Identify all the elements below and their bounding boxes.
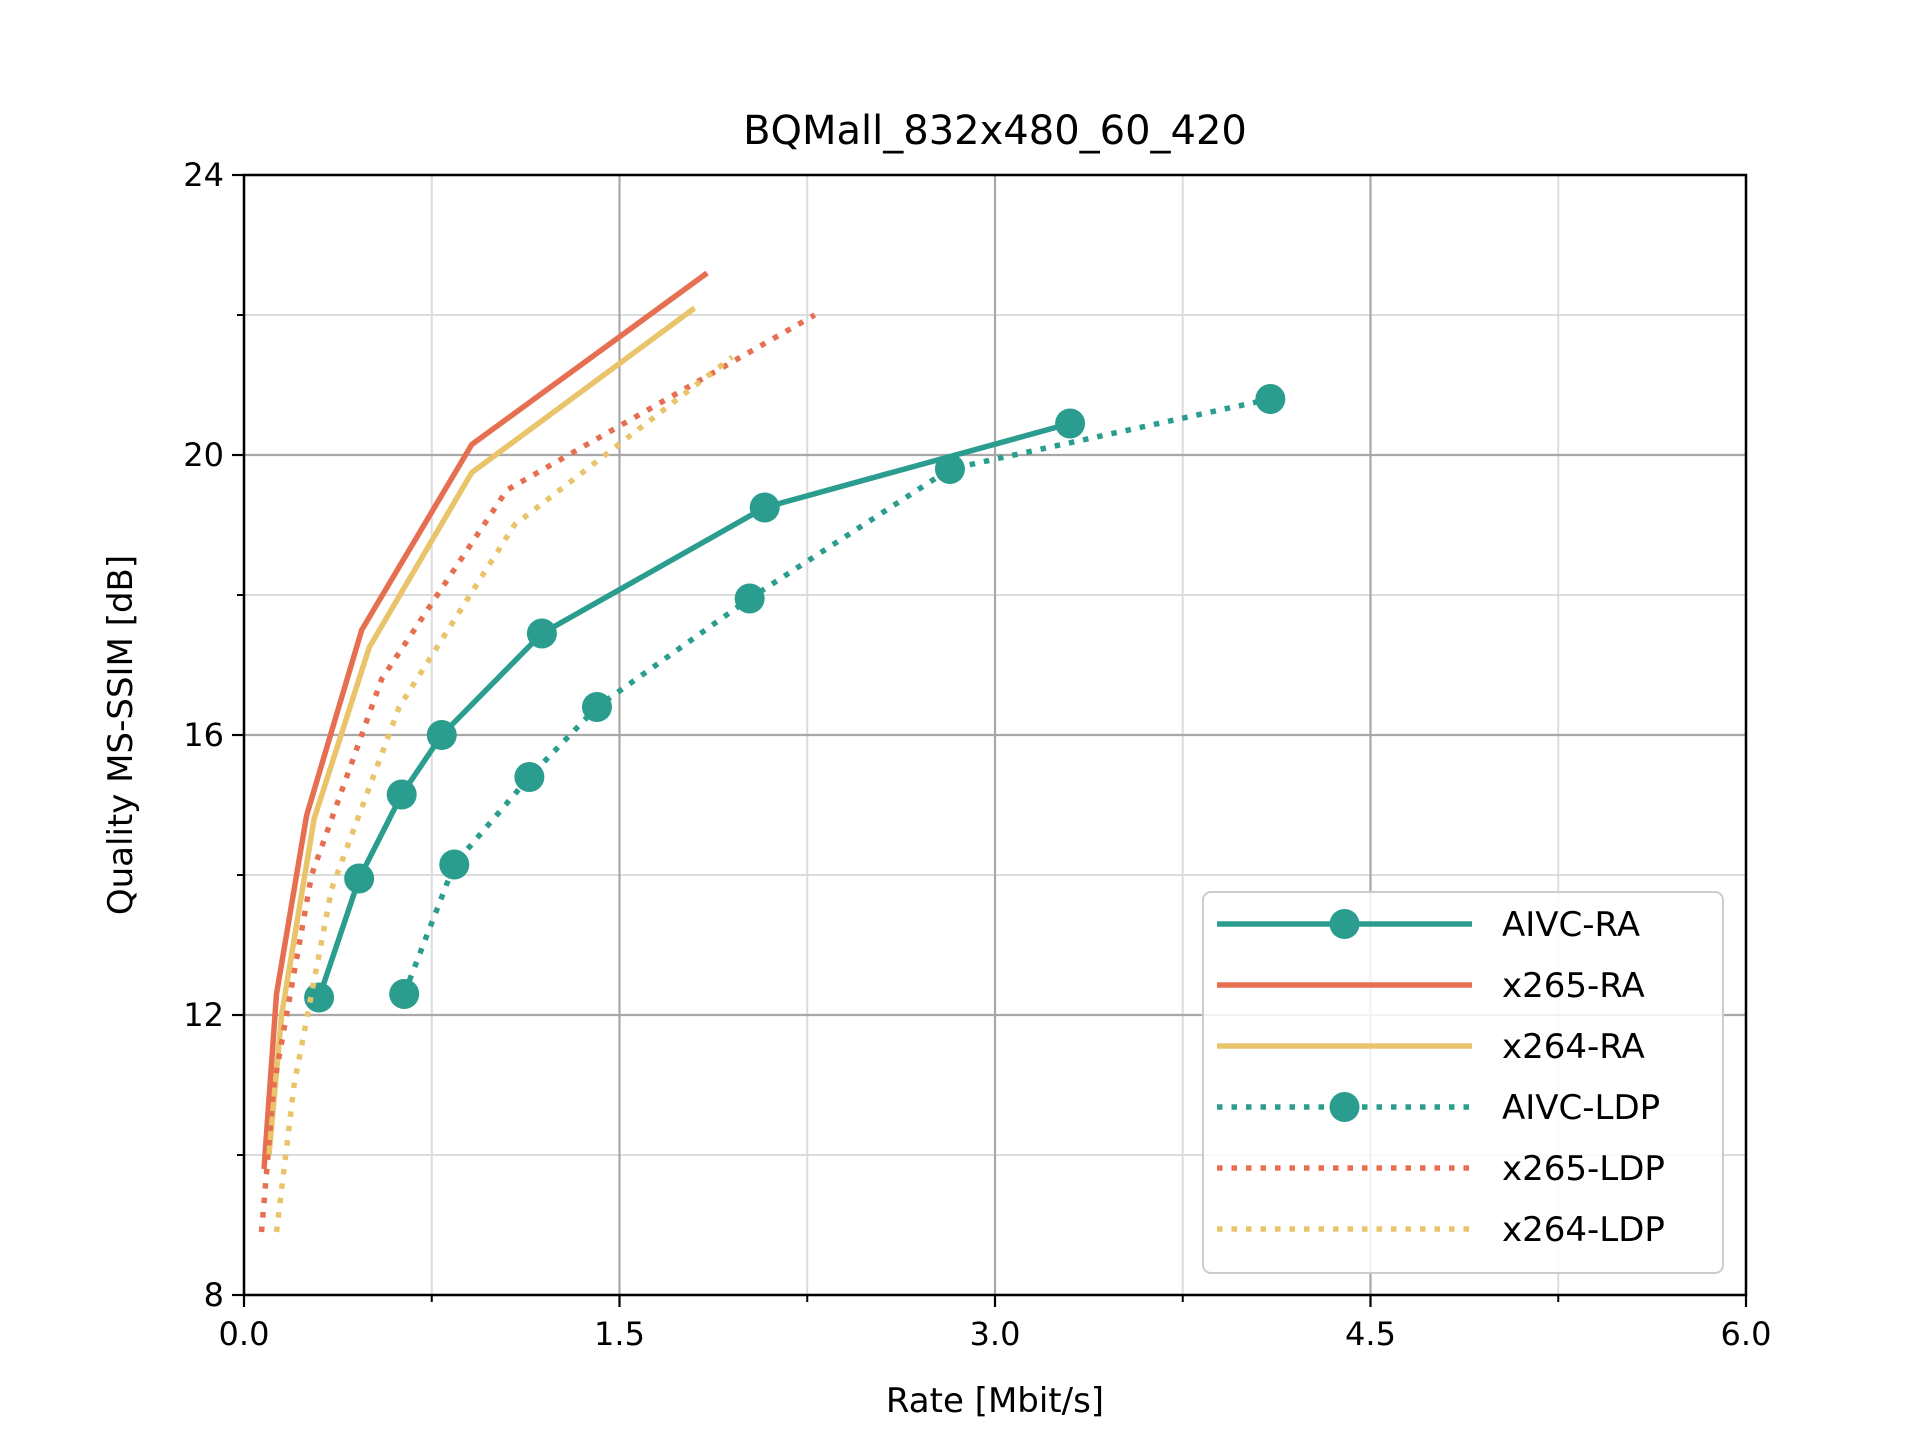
data-point [389,979,420,1009]
x-tick-label: 3.0 [970,1315,1021,1353]
series-line [266,305,697,1156]
series-line [261,270,709,1170]
x-tick-label: 4.5 [1345,1315,1396,1353]
series-x264-ra [266,305,697,1156]
legend-marker [1329,909,1360,939]
legend: AIVC-RA x265-RA x264-RA AIVC-LDP x265-LDP x26… [1202,891,1724,1274]
legend-entry-x265-ldp: x265-LDP [1217,1149,1665,1189]
legend-entry-x264-ra: x264-RA [1217,1027,1645,1067]
data-point [734,583,765,614]
data-point [934,454,965,484]
series-layer [258,270,1286,1233]
data-point [426,720,457,750]
legend-entry-aivc-ra: AIVC-RA [1217,905,1640,945]
y-tick-label: 8 [204,1276,224,1314]
series-aivc-ra [304,408,1086,1013]
series-aivc-ldp [389,384,1286,1009]
data-point [514,762,545,792]
y-tick-label: 24 [183,156,224,194]
legend-label: x265-LDP [1502,1149,1665,1189]
legend-label: AIVC-RA [1502,905,1640,945]
legend-entry-x264-ldp: x264-LDP [1217,1210,1665,1250]
data-point [344,863,375,894]
x-tick-label: 1.5 [594,1315,645,1353]
x-tick-label: 0.0 [219,1315,270,1353]
x-axis-label: Rate [Mbit/s] [886,1381,1104,1421]
series-line [258,312,817,1233]
y-tick-label: 12 [183,996,224,1034]
series-x265-ra [261,270,709,1170]
series-line [273,354,734,1233]
legend-entry-x265-ra: x265-RA [1217,966,1645,1006]
data-point [386,779,417,810]
legend-label: x265-RA [1502,966,1645,1006]
data-point [526,618,557,649]
chart-title: BQMall_832x480_60_420 [743,108,1247,154]
data-point [1255,384,1286,414]
y-tick-label: 20 [183,436,224,474]
series-x265-ldp [258,312,817,1233]
legend-entry-aivc-ldp: AIVC-LDP [1217,1088,1660,1128]
legend-label: x264-RA [1502,1027,1645,1067]
data-point [749,492,780,523]
y-axis-label: Quality MS-SSIM [dB] [101,555,141,915]
data-point [1055,408,1086,439]
series-x264-ldp [273,354,734,1233]
x-tick-label: 6.0 [1721,1315,1772,1353]
plot-area: 0.0 1.5 3.0 4.5 6.0 8 12 16 20 24 [183,156,1771,1353]
legend-label: AIVC-LDP [1502,1088,1660,1128]
legend-label: x264-LDP [1502,1210,1665,1250]
data-point [439,849,470,880]
data-point [581,692,612,722]
legend-marker [1329,1092,1360,1122]
data-point [304,982,335,1013]
y-tick-label: 16 [183,716,224,754]
ticks: 0.0 1.5 3.0 4.5 6.0 8 12 16 20 24 [183,156,1771,1353]
